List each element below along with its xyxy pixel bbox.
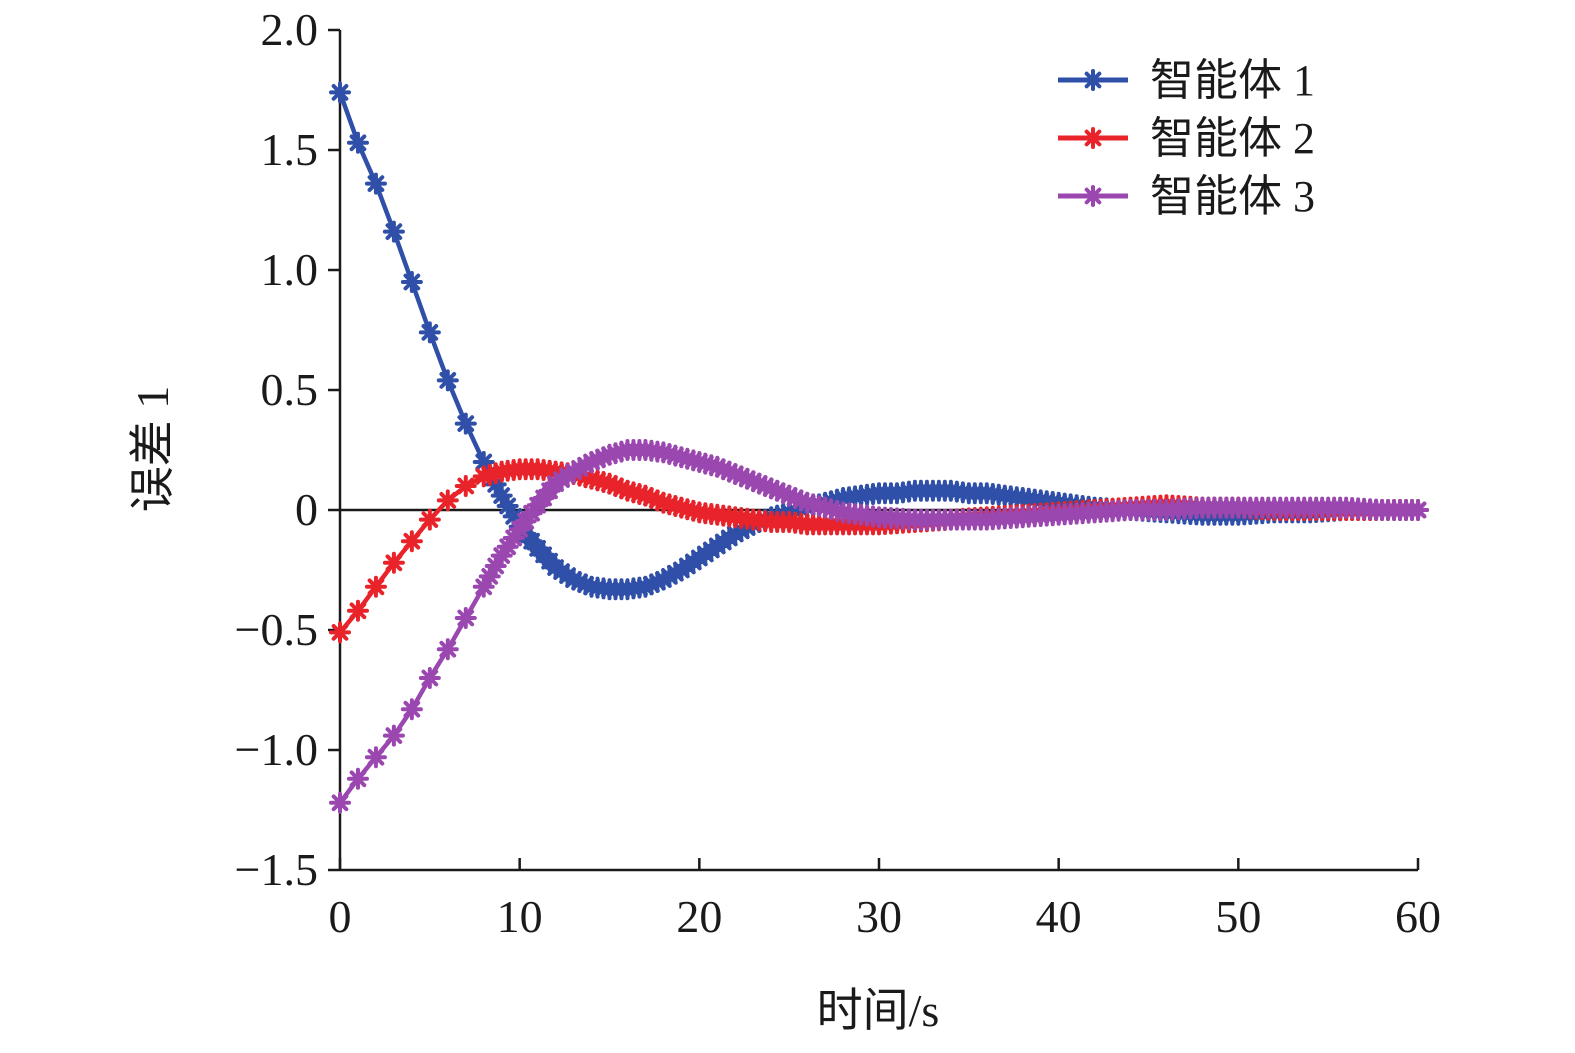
data-point [346,767,369,790]
series-lines [329,81,1429,814]
legend-marker [1082,69,1104,91]
x-tick-label: 20 [676,891,722,942]
y-tick-label: 1.0 [261,244,319,295]
data-point-interp [520,530,543,553]
x-axis-label: 时间/s [817,985,940,1036]
x-tick-label: 0 [329,891,352,942]
y-tick-label: −1.5 [235,844,318,895]
data-point [400,271,423,293]
data-point [346,599,369,622]
legend-entry-3: 智能体 3 [1058,172,1315,221]
legend-label: 智能体 1 [1150,56,1315,105]
series-markers [329,439,1429,814]
data-point-interp [915,479,938,502]
data-point [382,551,405,574]
data-point-interp [520,502,543,525]
y-tick-label: 0.5 [261,364,319,415]
data-point [329,81,351,104]
x-tick-label: 10 [497,891,543,942]
legend-entry-1: 智能体 1 [1058,56,1315,105]
y-axis-label: 误差 1 [127,386,178,513]
data-point [382,724,405,747]
data-point [364,575,387,598]
data-point-interp [484,555,507,577]
data-point [418,321,441,344]
data-point-interp [682,551,705,573]
data-point [382,220,405,243]
legend-marker [1082,127,1104,149]
series-3 [329,439,1429,814]
data-point [329,791,351,814]
data-point-interp [772,482,795,505]
legend-label: 智能体 3 [1150,172,1315,221]
x-tick-label: 30 [856,891,902,942]
data-point-interp [754,510,777,533]
data-point-interp [1257,496,1280,519]
legend-marker [1082,185,1104,207]
data-point [400,530,423,553]
x-tick-label: 40 [1036,891,1082,942]
x-tick-label: 60 [1395,891,1441,942]
data-point [329,621,351,644]
data-point [454,607,477,629]
y-tick-label: 0 [295,484,318,535]
data-point-interp [556,464,579,487]
data-point [436,489,459,512]
data-point [346,131,369,154]
data-point-interp [736,507,759,530]
y-tick-label: −1.0 [235,724,318,775]
x-tick-label: 50 [1215,891,1261,942]
data-point-interp [664,562,687,585]
data-point-interp [1221,496,1244,519]
data-point [436,369,459,392]
data-point [436,638,459,661]
axes: −1.5 −1.0 −0.5 0 0.5 1.0 1.5 2.0 0 10 20 30 40 50 60 [235,4,1441,942]
data-point [454,475,477,497]
legend: 智能体 1 智能体 2 智能体 3 [1058,56,1315,221]
data-point [400,698,423,721]
data-point [418,667,441,689]
data-point-interp [502,527,525,549]
data-point-interp [718,527,741,549]
y-tick-label: 1.5 [261,124,319,175]
legend-label: 智能体 2 [1150,114,1315,163]
data-point [454,412,477,435]
y-tick-label: −0.5 [235,604,318,655]
y-tick-label: 2.0 [261,4,319,55]
data-point [364,746,387,769]
data-point-interp [496,495,519,517]
data-point [418,508,441,531]
data-point-interp [1401,499,1424,521]
legend-entry-2: 智能体 2 [1058,114,1315,163]
data-point [364,172,387,195]
